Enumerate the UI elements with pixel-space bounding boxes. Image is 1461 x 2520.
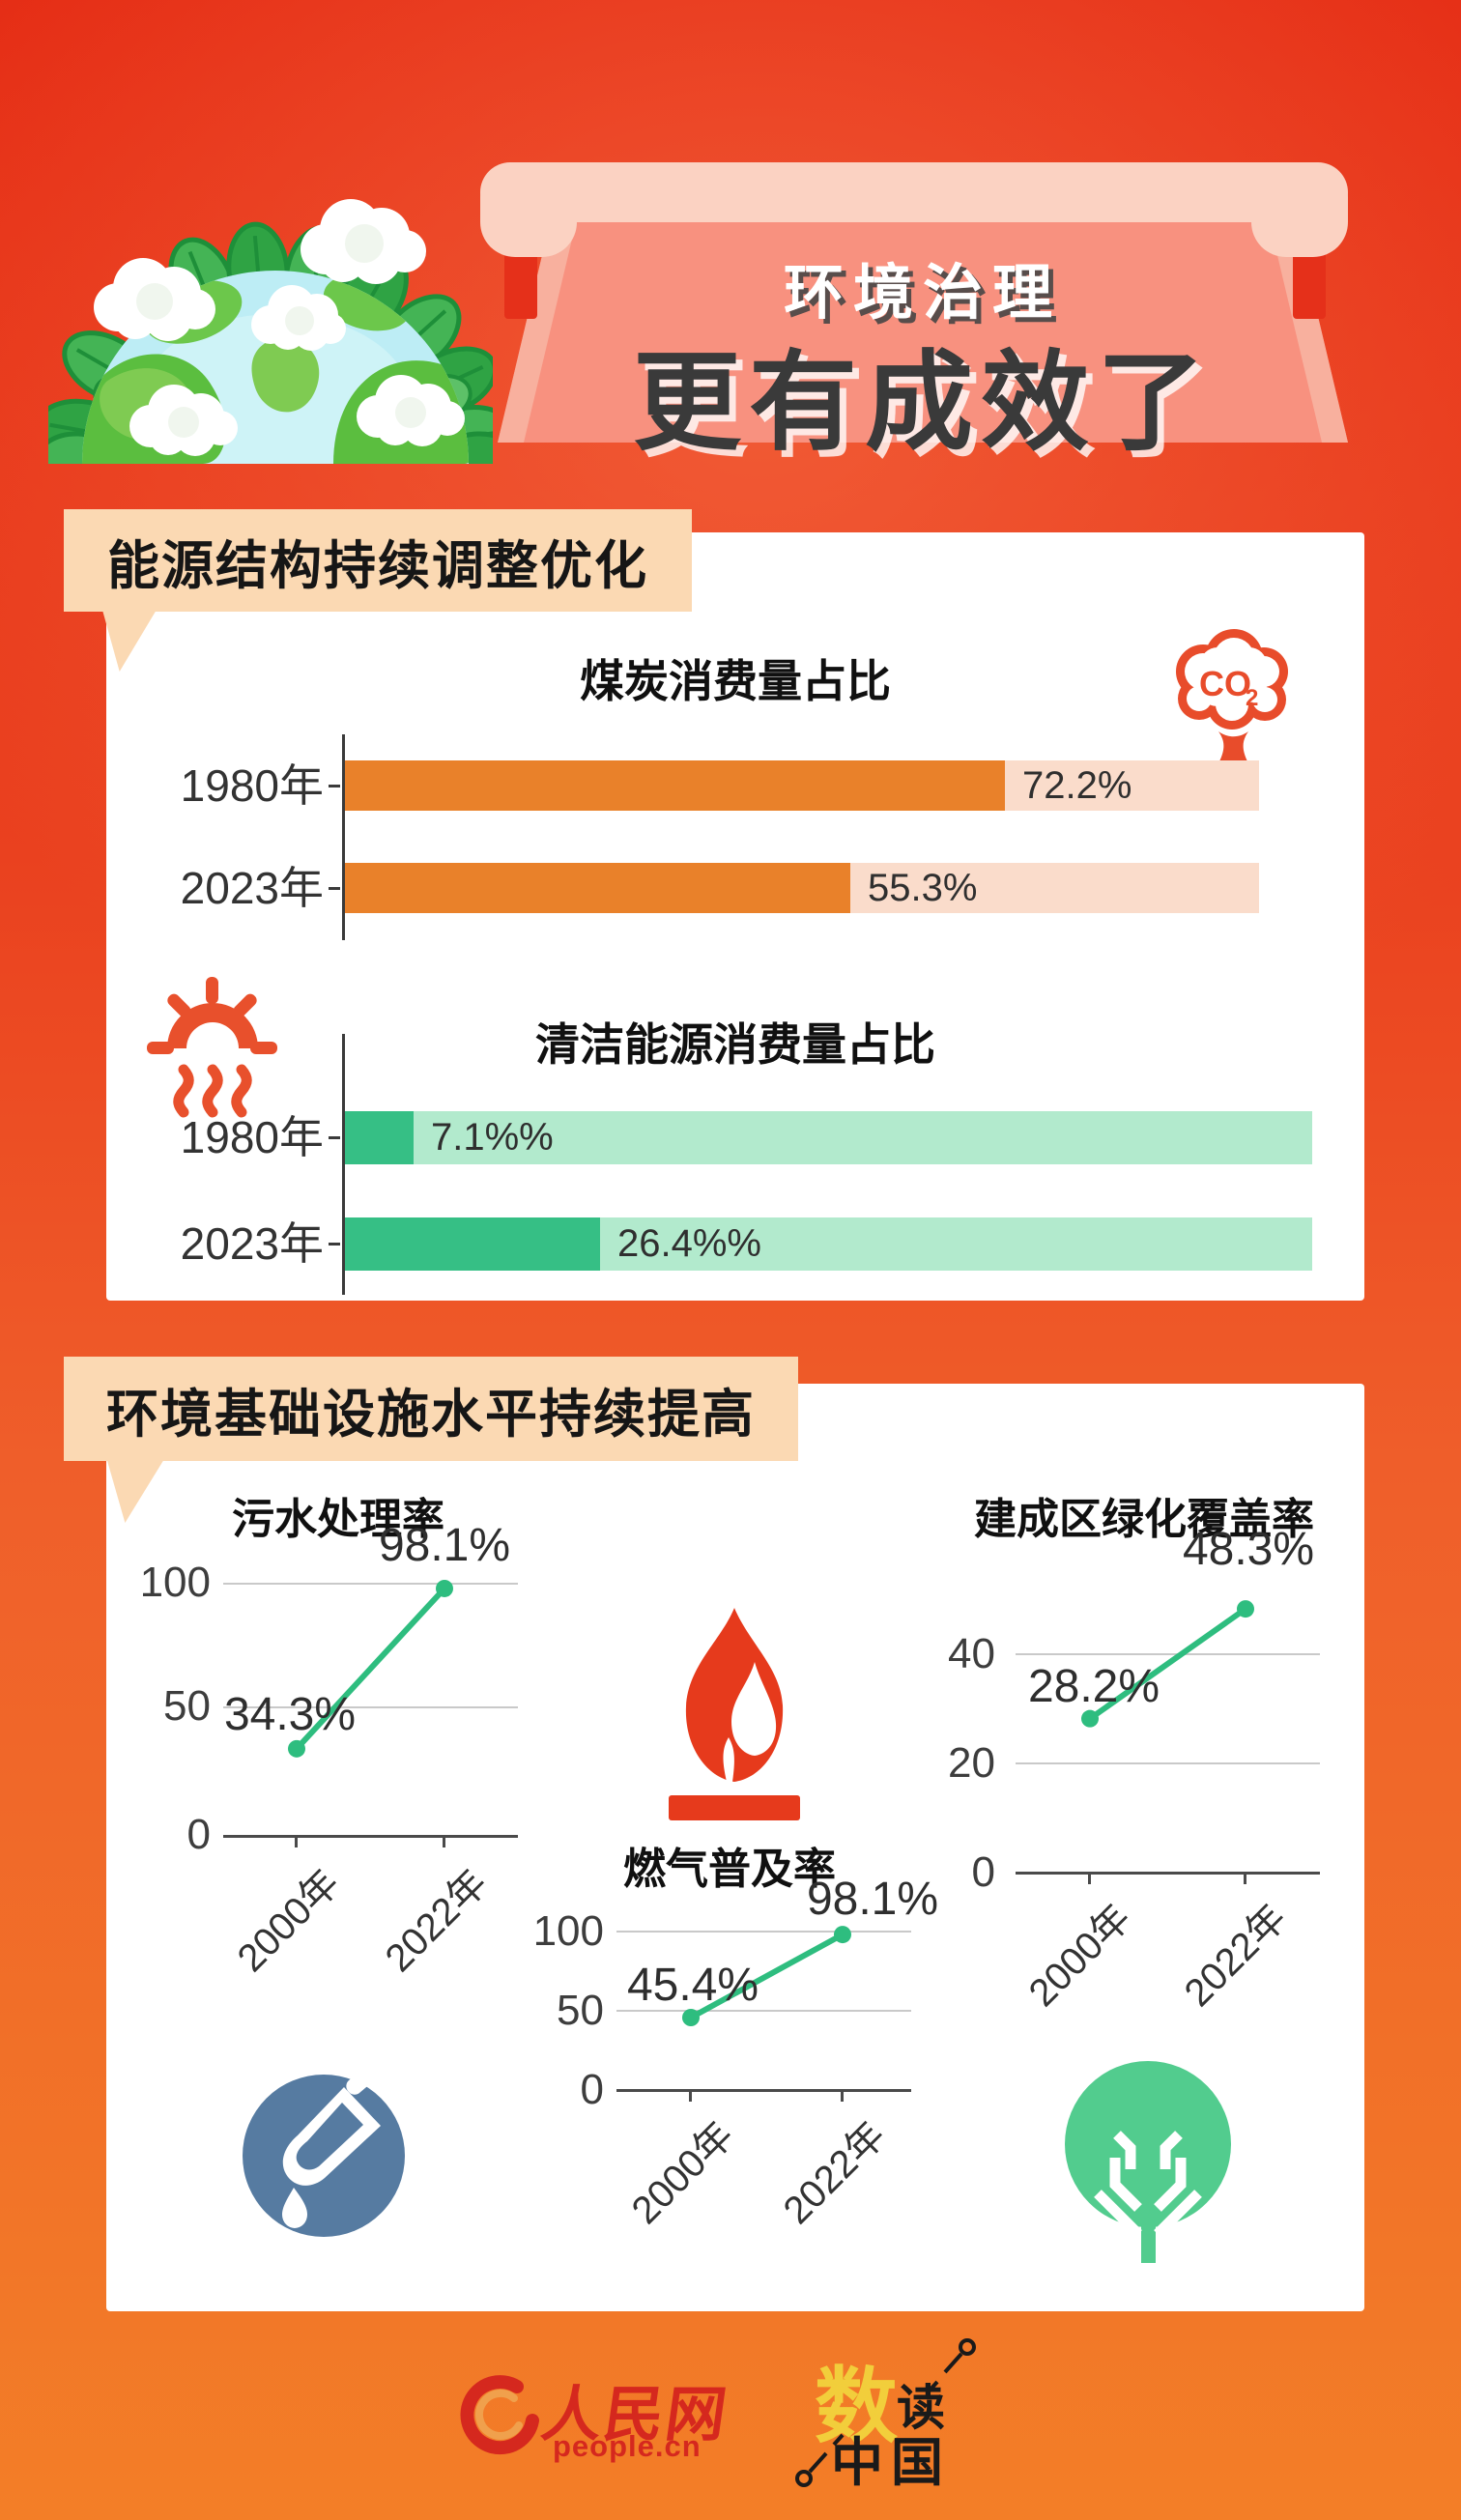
green-ylabel-0: 0 bbox=[971, 1848, 995, 1896]
green-grid-40 bbox=[1016, 1653, 1320, 1655]
gas-xtick-2000: 2000年 bbox=[623, 2113, 742, 2233]
banner-rod-cap-left bbox=[480, 162, 577, 257]
needle-pin-decorations bbox=[795, 2338, 976, 2487]
people-cn-logo-swoosh bbox=[460, 2375, 539, 2455]
green-ylabel-20: 20 bbox=[948, 1739, 995, 1787]
clean-row2-fill bbox=[345, 1217, 601, 1271]
coal-row2-value: 55.3% bbox=[868, 866, 978, 909]
green-xtick-mark-2 bbox=[1244, 1875, 1246, 1884]
sewage-chart-title: 污水处理率 bbox=[232, 1496, 444, 1543]
sewage-xtick-2000: 2000年 bbox=[229, 1861, 348, 1981]
clean-row2-tick bbox=[329, 1243, 340, 1246]
gas-xtick-mark-1 bbox=[689, 2092, 692, 2102]
coal-row1-fill bbox=[345, 760, 1005, 811]
gas-point1-label: 45.4% bbox=[626, 1960, 759, 2011]
sewage-baseline bbox=[223, 1835, 518, 1838]
shudu-brand-char-shu: 数 bbox=[815, 2358, 898, 2455]
gas-chart-title: 燃气普及率 bbox=[623, 1846, 836, 1893]
green-point1-label: 28.2% bbox=[1027, 1661, 1160, 1712]
sewage-line bbox=[288, 1579, 453, 1758]
gas-flame-icon bbox=[669, 1608, 800, 1820]
sewage-xtick-mark-2 bbox=[443, 1838, 445, 1847]
svg-text:CO: CO bbox=[1199, 664, 1251, 703]
green-xtick-2022: 2022年 bbox=[1176, 1896, 1295, 2016]
sewage-xtick-2022: 2022年 bbox=[377, 1861, 496, 1981]
energy-section-badge: 能源结构持续调整优化 bbox=[64, 509, 692, 612]
clean-row2-year: 2023年 bbox=[180, 1218, 324, 1269]
sewage-grid-100 bbox=[223, 1583, 518, 1585]
coal-chart-title: 煤炭消费量占比 bbox=[580, 656, 891, 706]
gas-ylabel-100: 100 bbox=[532, 1907, 604, 1955]
clean-row1-year: 1980年 bbox=[180, 1112, 324, 1162]
green-grid-20 bbox=[1016, 1762, 1320, 1764]
shudu-brand-char-du: 读 bbox=[897, 2379, 945, 2436]
sewage-point2-label: 98.1% bbox=[378, 1520, 511, 1571]
co2-cloud-icon: CO 2 bbox=[1176, 629, 1288, 761]
green-ylabel-40: 40 bbox=[948, 1630, 995, 1677]
coal-row2-tick bbox=[329, 887, 340, 890]
people-cn-logo-domain: people.cn bbox=[553, 2429, 702, 2463]
gas-baseline bbox=[616, 2089, 911, 2092]
coal-row2-fill bbox=[345, 863, 851, 913]
banner-rod-cap-right bbox=[1251, 162, 1348, 257]
banner-rod bbox=[480, 162, 1348, 222]
green-line bbox=[1081, 1600, 1254, 1728]
clean-row1-fill bbox=[345, 1111, 415, 1164]
gas-ylabel-50: 50 bbox=[557, 1987, 604, 2034]
sewage-xtick-mark-1 bbox=[295, 1838, 298, 1847]
gas-xtick-2022: 2022年 bbox=[775, 2113, 894, 2233]
clean-axis bbox=[342, 1034, 345, 1295]
clean-row1-value: 7.1%% bbox=[431, 1116, 554, 1159]
sewage-grid-50 bbox=[223, 1706, 518, 1708]
coal-row1-year: 1980年 bbox=[180, 760, 324, 811]
tree-icon bbox=[1065, 2061, 1231, 2263]
coal-row1-tick bbox=[329, 785, 340, 788]
infra-card: 污水处理率 100 50 0 34.3% 98.1% 2000年 2022年 燃… bbox=[106, 1384, 1364, 2311]
banner-subtitle: 环境治理 bbox=[783, 260, 1062, 327]
sewage-ylabel-100: 100 bbox=[139, 1559, 211, 1606]
coal-row1-track bbox=[345, 760, 1259, 811]
coal-row1-value: 72.2% bbox=[1022, 763, 1132, 807]
green-xtick-mark-1 bbox=[1088, 1875, 1091, 1884]
clean-row2-track bbox=[345, 1217, 1312, 1271]
banner-title: 更有成效了 bbox=[633, 342, 1213, 463]
energy-card: 煤炭消费量占比 CO 2 1980年 72.2% 2023年 bbox=[106, 532, 1364, 1301]
green-xtick-2000: 2000年 bbox=[1020, 1896, 1139, 2016]
sewage-ylabel-0: 0 bbox=[186, 1811, 211, 1858]
water-tap-drop-icon bbox=[243, 2072, 409, 2237]
gas-ylabel-0: 0 bbox=[580, 2066, 604, 2113]
clean-row2-value: 26.4%% bbox=[617, 1222, 761, 1265]
earth-with-leaves-illustration bbox=[48, 199, 493, 464]
sewage-ylabel-50: 50 bbox=[163, 1682, 211, 1730]
gas-grid-100 bbox=[616, 1931, 911, 1933]
sun-heat-icon bbox=[147, 977, 277, 1118]
green-chart-title: 建成区绿化覆盖率 bbox=[974, 1496, 1314, 1543]
gas-grid-50 bbox=[616, 2010, 911, 2012]
svg-text:2: 2 bbox=[1246, 685, 1258, 711]
gas-point2-label: 98.1% bbox=[806, 1874, 939, 1925]
infra-section-badge: 环境基础设施水平持续提高 bbox=[64, 1357, 798, 1461]
sewage-point1-label: 34.3% bbox=[223, 1689, 357, 1740]
coal-row2-year: 2023年 bbox=[180, 863, 324, 913]
clouds bbox=[94, 199, 465, 456]
gas-line bbox=[682, 1926, 851, 2026]
clean-row1-tick bbox=[329, 1136, 340, 1139]
coal-axis bbox=[342, 734, 345, 940]
green-point2-label: 48.3% bbox=[1182, 1524, 1315, 1575]
clean-chart-title: 清洁能源消费量占比 bbox=[535, 1019, 935, 1070]
green-baseline bbox=[1016, 1872, 1320, 1875]
banner-panel bbox=[498, 211, 1348, 443]
gas-xtick-mark-2 bbox=[841, 2092, 844, 2102]
shudu-brand-chars-zhongguo: 中国 bbox=[831, 2431, 951, 2493]
coal-row2-track bbox=[345, 863, 1259, 913]
clean-row1-track bbox=[345, 1111, 1312, 1164]
